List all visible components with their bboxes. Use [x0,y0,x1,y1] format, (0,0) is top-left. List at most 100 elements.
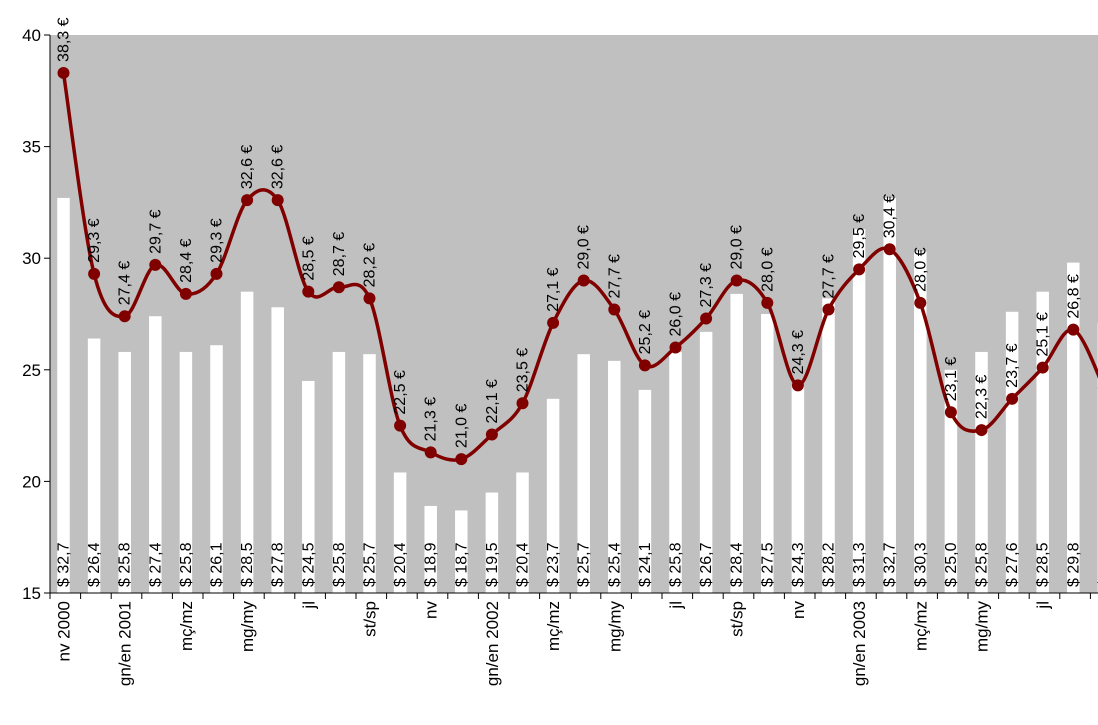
bar [608,360,621,593]
plot-area [50,35,1098,593]
line-value-label: 25,2 € [637,310,654,355]
bar-value-label: $ 24,3 [790,542,807,587]
line-marker [638,359,651,372]
line-marker [271,194,284,207]
line-value-label: 26,0 € [668,292,685,337]
bar [516,472,529,593]
bar [363,354,376,593]
line-marker [730,274,743,287]
bar-value-label: $ 18,9 [423,542,440,587]
x-tick-label: jl [1034,601,1053,610]
line-value-label: 29,5 € [851,214,868,259]
x-tick-label: st/sp [361,601,380,637]
line-value-label: 22,3 € [974,374,991,419]
line-value-label: 23,7 € [1004,343,1021,388]
line-marker [210,267,223,280]
line-value-label: 22,1 € [484,379,501,424]
bar [485,492,499,593]
bar [1005,311,1019,593]
line-marker [853,263,866,276]
bar [638,389,652,593]
line-marker [88,267,101,280]
bar-value-label: $ 28,4 [729,542,746,587]
x-tick-label: gn/en 2001 [116,601,135,686]
bar [1067,262,1080,593]
bar [455,510,468,593]
x-tick-label: jl [667,601,686,610]
line-marker [149,258,162,271]
x-tick-label: nv [422,601,441,619]
line-value-label: 29,3 € [86,218,103,263]
line-marker [363,292,376,305]
line-marker [944,406,957,419]
y-tick-label: 40 [22,26,41,45]
bar [699,331,713,593]
bar-value-label: $ 28,5 [1035,542,1052,587]
y-tick-label: 35 [22,138,41,157]
line-value-label: 27,1 € [545,267,562,312]
bar-series [57,197,1098,593]
y-tick-label: 15 [22,584,41,603]
bar-value-label: $ 28,2 [821,542,838,587]
line-value-label: 28,4 € [178,238,195,283]
bar-value-label: $ 27,6 [1004,542,1021,587]
bar [883,197,896,593]
line-value-label: 28,7 € [331,232,348,277]
bar-value-label: $ 25,8 [974,542,991,587]
bar-value-label: $ 23,7 [545,542,562,587]
bar-value-label: $ 26,4 [86,542,103,587]
bar-value-label: $ 20,4 [392,542,409,587]
line-marker [975,424,988,437]
line-marker [485,428,498,441]
line-marker [118,310,131,323]
line-marker [241,194,254,207]
bar-value-label: $ 25,8 [178,542,195,587]
bar [302,380,315,593]
bar [210,345,223,593]
bar [424,505,437,593]
line-value-label: 32,6 € [270,145,287,190]
bar-value-label: $ 27,5 [759,542,776,587]
bar [393,472,407,593]
bar [791,385,805,593]
line-marker [1036,361,1049,374]
bar-value-label: $ 31,3 [851,542,868,587]
line-marker [302,285,315,298]
price-line [61,72,1098,462]
bar-value-label: $ 26,1 [209,542,226,587]
line-value-label: 22,5 € [392,370,409,415]
y-axis-ticks: 15 20 25 30 35 40 [22,26,50,603]
line-value-label: 27,4 € [117,261,134,306]
bar-value-label: $ 28,5 [239,542,256,587]
line-value-label: 38,3 € [56,17,73,62]
bar-value-label: $ 30,3 [912,542,929,587]
line-markers [57,66,1098,466]
bar [332,351,346,593]
bar-value-label: $ 20,4 [515,542,532,587]
line-value-label: 24,3 € [790,330,807,375]
bar [852,229,866,593]
x-tick-label: mg/my [973,601,992,653]
line-marker [547,316,560,329]
bar-value-label: $ 25,7 [576,542,593,587]
bar-value-label: $ 27,4 [147,542,164,587]
bar-value-label: $ 19,5 [484,542,501,587]
bar-value-labels: $ 32,7 $ 26,4 $ 25,8 $ 27,4 $ 25,8 $ 26,1 $ 28… [56,542,1098,587]
bar [87,338,101,593]
bar-value-label: $ 25,8 [668,542,685,587]
bar [577,354,590,593]
bar [914,251,927,593]
bar-value-label: $ 25,4 [606,542,623,587]
bar-value-label: $ 25,8 [331,542,348,587]
line-value-label: 32,6 € [239,145,256,190]
bar-value-label: $ 25,8 [117,542,134,587]
bar-value-label: $ 29,8 [1065,542,1082,587]
line-value-label: 28,0 € [759,247,776,292]
line-marker [394,419,407,432]
line-value-label: 27,7 € [821,254,838,299]
line-marker [608,303,621,316]
line-marker [455,453,468,466]
line-value-label: 24,2 € [1096,332,1098,377]
line-value-label: 29,0 € [576,225,593,270]
